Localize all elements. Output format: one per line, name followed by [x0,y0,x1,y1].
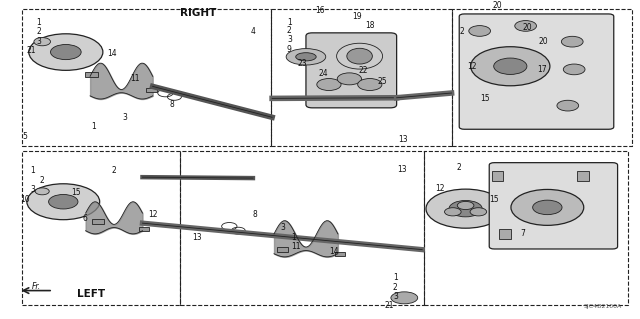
Text: 2: 2 [36,27,42,36]
Text: 8: 8 [253,211,257,219]
Bar [147,88,157,93]
Circle shape [51,45,81,60]
Text: 2: 2 [40,176,45,185]
Circle shape [470,208,486,216]
Bar [92,219,104,224]
Text: 14: 14 [329,247,339,256]
Text: 3: 3 [280,223,285,232]
Circle shape [317,78,341,91]
Text: 1: 1 [287,18,292,26]
Text: 15: 15 [71,189,81,197]
Circle shape [470,47,550,86]
FancyBboxPatch shape [460,14,614,129]
FancyBboxPatch shape [489,163,618,249]
Text: 23: 23 [298,59,307,68]
Text: 3: 3 [393,293,398,301]
Text: 19: 19 [352,12,362,21]
Text: 15: 15 [480,94,490,103]
Circle shape [532,200,562,215]
Text: 8: 8 [170,100,174,108]
Text: 21: 21 [384,300,394,309]
Text: 2: 2 [112,166,116,175]
Text: 12: 12 [467,62,477,71]
Text: 1: 1 [393,273,397,283]
Text: 2: 2 [393,283,397,292]
Text: 3: 3 [123,113,127,122]
Text: 2: 2 [460,27,464,36]
Text: Fr.: Fr. [32,282,41,291]
Text: 1: 1 [91,122,95,131]
Circle shape [511,189,584,225]
Circle shape [29,34,103,70]
Text: 11: 11 [291,242,301,251]
Text: 21: 21 [27,46,36,55]
Text: 11: 11 [130,74,140,83]
Circle shape [445,208,461,216]
Text: 22: 22 [358,65,368,75]
Text: 4: 4 [250,27,255,36]
Ellipse shape [347,48,372,64]
Circle shape [337,73,362,85]
Circle shape [563,64,585,75]
Circle shape [468,26,490,36]
Text: LEFT: LEFT [77,289,106,299]
Bar [276,247,288,251]
FancyBboxPatch shape [306,33,397,108]
Text: 20: 20 [493,1,502,10]
Text: 24: 24 [318,69,328,78]
Circle shape [27,184,100,220]
Circle shape [426,189,505,228]
Text: 7: 7 [521,229,525,238]
Text: SJC4B2100A: SJC4B2100A [583,304,621,309]
Ellipse shape [286,48,326,65]
Text: 20: 20 [539,37,548,46]
Text: 5: 5 [22,132,28,141]
Text: 3: 3 [30,185,35,194]
Text: 25: 25 [378,77,387,86]
Circle shape [358,78,382,91]
Text: RIGHT: RIGHT [180,8,217,18]
Ellipse shape [337,43,383,69]
Text: 12: 12 [435,184,445,193]
Text: 17: 17 [538,65,547,74]
Text: 1: 1 [36,18,42,26]
Text: 13: 13 [397,165,406,174]
Text: 2: 2 [457,163,461,172]
Ellipse shape [296,53,316,61]
Bar [140,226,150,231]
Circle shape [557,100,579,111]
Text: 15: 15 [489,195,499,204]
Bar [492,171,503,181]
Circle shape [515,20,536,31]
Bar [85,72,98,77]
Text: 20: 20 [523,23,532,32]
Text: 3: 3 [287,35,292,44]
Circle shape [34,38,51,46]
Text: 6: 6 [83,214,88,223]
Bar [499,229,511,239]
Text: 1: 1 [30,166,35,175]
Text: 18: 18 [365,21,374,30]
Text: 9: 9 [287,45,292,54]
Bar [335,252,345,256]
Text: 3: 3 [36,37,42,46]
Text: 1: 1 [291,233,296,241]
Bar [577,171,589,181]
Text: 14: 14 [108,49,117,58]
Text: 13: 13 [193,233,202,241]
Text: 10: 10 [20,195,30,204]
Text: 2: 2 [287,26,292,35]
Circle shape [561,36,583,47]
Circle shape [35,188,49,195]
Ellipse shape [391,292,418,304]
Circle shape [449,200,482,217]
Text: 13: 13 [398,135,408,144]
Circle shape [49,195,78,209]
Circle shape [493,58,527,74]
Circle shape [458,201,474,210]
Text: 16: 16 [315,6,325,15]
Text: 12: 12 [148,211,157,219]
